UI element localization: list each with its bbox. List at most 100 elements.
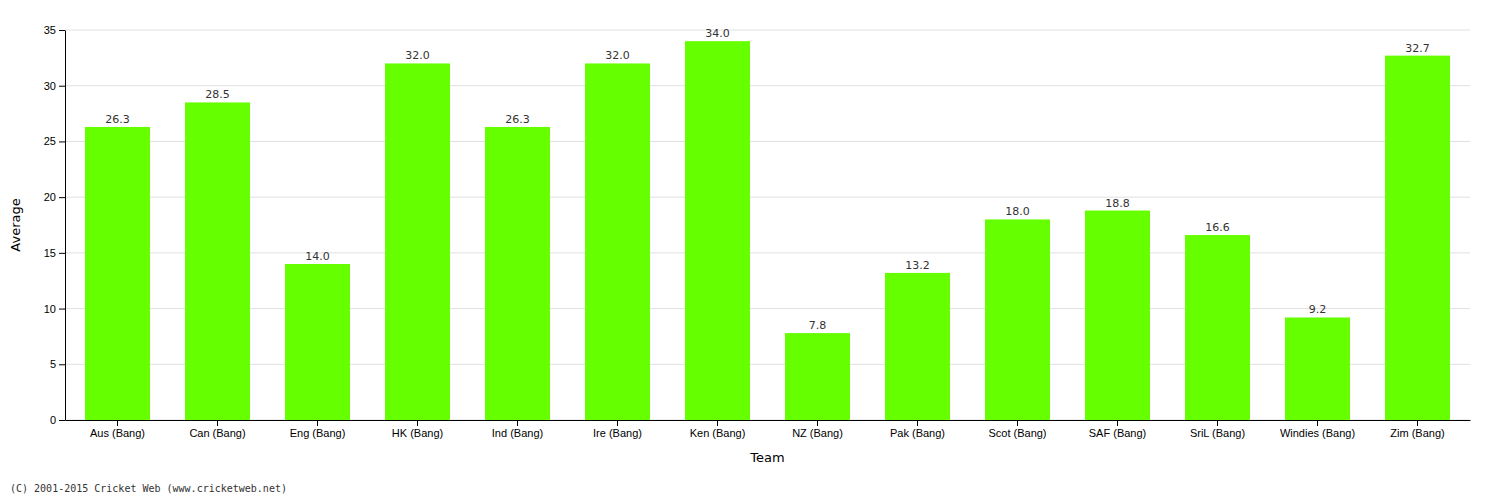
x-tick: Ken (Bang): [690, 420, 746, 439]
y-tick-label: 15: [44, 247, 56, 259]
y-tick-mark: [59, 253, 65, 254]
bar: [1385, 56, 1450, 420]
data-label: 34.0: [705, 27, 730, 40]
y-tick: 0: [50, 414, 65, 426]
bar: [285, 264, 350, 420]
x-tick-mark: [617, 420, 618, 426]
x-tick-label: Zim (Bang): [1390, 427, 1444, 439]
x-tick-mark: [1317, 420, 1318, 426]
bar: [785, 333, 850, 420]
x-tick: Aus (Bang): [90, 420, 145, 439]
y-axis-line: [65, 31, 66, 421]
grid-line: [65, 85, 1470, 86]
x-tick: HK (Bang): [392, 420, 443, 439]
x-axis-line: [66, 420, 1471, 421]
data-label: 18.8: [1105, 197, 1130, 210]
data-label: 13.2: [905, 259, 930, 272]
data-label: 26.3: [105, 113, 130, 126]
x-tick-mark: [217, 420, 218, 426]
chart: 26.328.514.032.026.332.034.07.813.218.01…: [0, 0, 1500, 500]
data-label: 16.6: [1205, 221, 1230, 234]
grid: [65, 30, 1470, 420]
x-tick: Can (Bang): [189, 420, 245, 439]
y-tick-mark: [59, 86, 65, 87]
grid-line: [65, 308, 1470, 309]
y-tick-mark: [59, 309, 65, 310]
y-tick: 20: [44, 191, 65, 203]
y-tick: 5: [50, 358, 65, 370]
x-tick-mark: [1417, 420, 1418, 426]
x-tick-mark: [417, 420, 418, 426]
data-label: 32.7: [1405, 42, 1430, 55]
y-axis-title: Average: [8, 198, 23, 251]
y-tick: 35: [44, 24, 65, 36]
y-tick: 15: [44, 247, 65, 259]
y-tick-label: 10: [44, 303, 56, 315]
x-tick: SAF (Bang): [1089, 420, 1146, 439]
x-tick: Windies (Bang): [1280, 420, 1355, 439]
grid-line: [65, 141, 1470, 142]
bar: [185, 102, 250, 420]
x-tick: Ire (Bang): [593, 420, 642, 439]
x-tick-label: SAF (Bang): [1089, 427, 1146, 439]
y-tick-mark: [59, 420, 65, 421]
x-tick-mark: [317, 420, 318, 426]
x-tick-label: SriL (Bang): [1190, 427, 1245, 439]
grid-line: [65, 197, 1470, 198]
data-label: 9.2: [1309, 303, 1327, 316]
y-tick-mark: [59, 141, 65, 142]
x-tick-label: NZ (Bang): [792, 427, 843, 439]
bar: [985, 219, 1050, 420]
bar: [1285, 317, 1350, 420]
x-tick-mark: [1217, 420, 1218, 426]
y-tick: 10: [44, 303, 65, 315]
x-tick: Scot (Bang): [988, 420, 1046, 439]
x-tick-label: Ken (Bang): [690, 427, 746, 439]
y-axis: 0 5 10 15 20 25 30 35: [44, 24, 66, 426]
x-tick-label: Scot (Bang): [988, 427, 1046, 439]
x-tick-label: Windies (Bang): [1280, 427, 1355, 439]
bar: [1185, 235, 1250, 420]
x-tick-label: Ire (Bang): [593, 427, 642, 439]
x-tick-label: HK (Bang): [392, 427, 443, 439]
y-tick-mark: [59, 30, 65, 31]
data-label: 26.3: [505, 113, 530, 126]
grid-line: [65, 252, 1470, 253]
y-tick-label: 20: [44, 191, 56, 203]
grid-line: [65, 420, 1470, 421]
x-tick-mark: [517, 420, 518, 426]
x-tick: Zim (Bang): [1390, 420, 1444, 439]
footer: (C) 2001-2015 Cricket Web (www.cricketwe…: [10, 483, 287, 494]
y-tick-label: 25: [44, 135, 56, 147]
x-tick: Ind (Bang): [492, 420, 543, 439]
x-tick-mark: [117, 420, 118, 426]
data-label: 7.8: [809, 319, 827, 332]
y-tick-mark: [59, 197, 65, 198]
x-tick: SriL (Bang): [1190, 420, 1245, 439]
y-tick: 30: [44, 80, 65, 92]
x-tick-label: Aus (Bang): [90, 427, 145, 439]
y-tick: 25: [44, 135, 65, 147]
x-tick-mark: [1017, 420, 1018, 426]
bar: [885, 273, 950, 420]
y-tick-label: 35: [44, 24, 56, 36]
plot-area: [85, 41, 1450, 420]
grid-line: [65, 30, 1470, 31]
x-tick-label: Can (Bang): [189, 427, 245, 439]
x-axis: Aus (Bang) Can (Bang) Eng (Bang) HK (Bang) I…: [66, 420, 1471, 439]
data-label: 28.5: [205, 88, 230, 101]
y-tick-label: 5: [50, 358, 56, 370]
x-tick-label: Eng (Bang): [290, 427, 346, 439]
data-label: 14.0: [305, 250, 330, 263]
data-label: 18.0: [1005, 205, 1030, 218]
x-tick: Eng (Bang): [290, 420, 346, 439]
x-tick-mark: [817, 420, 818, 426]
y-tick-mark: [59, 364, 65, 365]
x-tick: Pak (Bang): [890, 420, 945, 439]
y-tick-label: 30: [44, 80, 56, 92]
bar: [85, 127, 150, 420]
x-tick-label: Ind (Bang): [492, 427, 543, 439]
x-tick: NZ (Bang): [792, 420, 843, 439]
x-tick-mark: [717, 420, 718, 426]
grid-line: [65, 364, 1470, 365]
